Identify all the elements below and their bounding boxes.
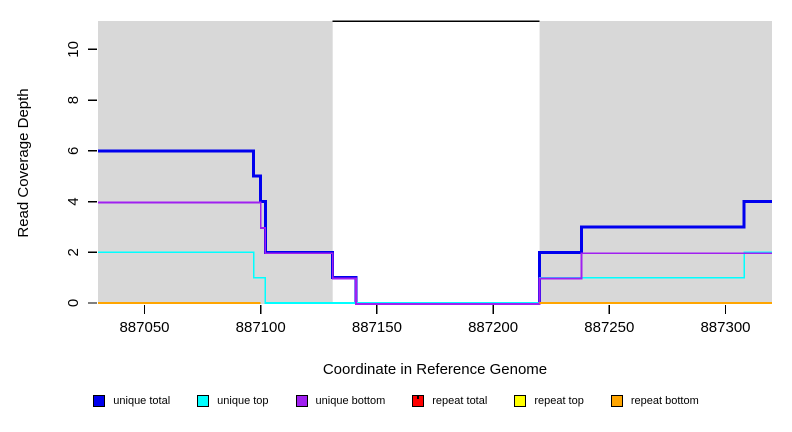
y-tick-label: 2 bbox=[65, 248, 82, 256]
legend-swatch bbox=[295, 395, 308, 407]
legend-swatch bbox=[514, 395, 527, 407]
legend-label: repeat top bbox=[534, 395, 584, 407]
y-tick-label: 0 bbox=[65, 299, 82, 307]
series-unique-bottom bbox=[98, 201, 772, 305]
x-tick-label: 887150 bbox=[352, 319, 402, 336]
legend-item: unique bottom bbox=[295, 395, 386, 407]
legend-swatch bbox=[412, 395, 425, 407]
y-tick-label: 4 bbox=[65, 197, 82, 205]
x-tick-label: 887300 bbox=[700, 319, 750, 336]
x-tick-label: 887050 bbox=[119, 319, 169, 336]
series-unique-top bbox=[98, 251, 772, 304]
repeat-region-left bbox=[98, 21, 333, 304]
repeat-region-right bbox=[539, 21, 772, 304]
y-tick-label: 8 bbox=[65, 96, 82, 104]
x-tick-label: 887100 bbox=[236, 319, 286, 336]
coverage-plot: 887050 887100 887150 887200 887250 887300 0 2 4 6… bbox=[15, 20, 772, 378]
legend-label: repeat total bbox=[432, 395, 488, 407]
legend-swatch bbox=[93, 395, 106, 407]
legend-label: repeat bottom bbox=[630, 395, 699, 407]
legend-label: unique total bbox=[113, 395, 171, 407]
stray-mark bbox=[417, 396, 419, 399]
y-tick-label: 10 bbox=[65, 41, 82, 58]
legend-label: unique top bbox=[217, 395, 269, 407]
y-axis-label: Read Coverage Depth bbox=[15, 88, 32, 237]
legend-swatch bbox=[197, 395, 210, 407]
legend: unique total unique top unique bottom repea… bbox=[0, 395, 792, 407]
legend-item: repeat top bbox=[514, 395, 584, 407]
x-tick-label: 887200 bbox=[468, 319, 518, 336]
y-tick-label: 6 bbox=[65, 147, 82, 155]
legend-item: repeat bottom bbox=[610, 395, 699, 407]
series-unique-total bbox=[98, 149, 772, 303]
x-tick-label: 887250 bbox=[584, 319, 634, 336]
legend-label: unique bottom bbox=[315, 395, 386, 407]
legend-item: unique total bbox=[93, 395, 170, 407]
legend-item: repeat total bbox=[412, 395, 487, 407]
x-axis-label: Coordinate in Reference Genome bbox=[323, 361, 547, 378]
legend-item: unique top bbox=[197, 395, 269, 407]
legend-swatch bbox=[610, 395, 623, 407]
